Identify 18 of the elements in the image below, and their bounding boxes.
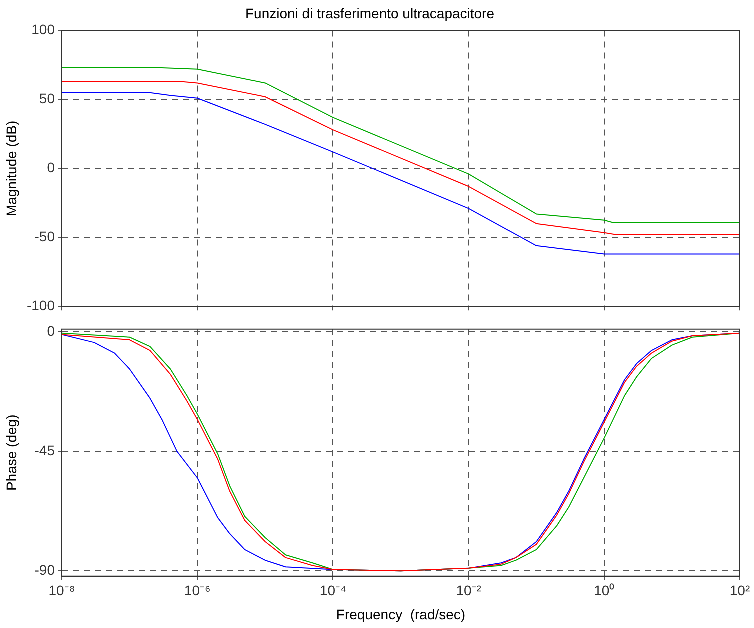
y-axis-title: Magnitude (dB) <box>3 120 20 217</box>
y-axis-title: Phase (deg) <box>3 414 20 492</box>
y-tick-label: -100 <box>26 297 56 314</box>
x-tick-label: 10⁻² <box>456 582 482 599</box>
chart-title: Funzioni di trasferimento ultracapacitore <box>245 5 495 22</box>
x-tick-label: 10⁻⁴ <box>320 582 346 599</box>
y-tick-label: 0 <box>47 322 56 339</box>
x-tick-label: 10² <box>730 582 750 599</box>
y-tick-label: 0 <box>47 160 56 176</box>
y-tick-label: 50 <box>39 90 56 107</box>
x-tick-label: 10⁻⁶ <box>184 582 211 599</box>
y-tick-label: 100 <box>32 22 56 38</box>
x-axis-title: Frequency (rad/sec) <box>336 606 466 622</box>
y-tick-label: -50 <box>34 228 56 245</box>
x-tick-label: 10⁻⁸ <box>48 582 76 599</box>
y-tick-label: -90 <box>34 562 56 578</box>
x-tick-label: 10⁰ <box>594 582 615 599</box>
y-tick-label: -45 <box>34 442 56 458</box>
